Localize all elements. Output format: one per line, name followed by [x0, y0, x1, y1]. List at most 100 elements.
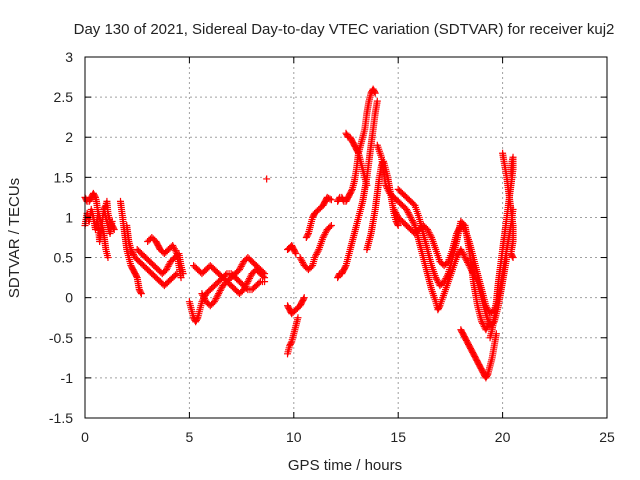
x-tick-label: 0: [81, 429, 89, 445]
data-point: [263, 175, 271, 183]
data-point: [392, 209, 400, 217]
data-point: [294, 314, 302, 322]
data-point: [236, 264, 244, 272]
data-point: [213, 293, 221, 301]
x-tick-label: 20: [495, 429, 511, 445]
data-point: [259, 268, 267, 276]
data-point: [410, 220, 418, 228]
data-point: [169, 242, 177, 250]
data-point: [460, 252, 468, 260]
data-point: [479, 319, 487, 327]
data-point: [394, 221, 402, 229]
data-point: [484, 321, 492, 329]
data-point: [170, 243, 178, 251]
data-point: [261, 270, 269, 278]
data-point: [137, 288, 145, 296]
x-tick-label: 25: [599, 429, 615, 445]
data-point: [217, 285, 225, 293]
series-arc-13: [284, 294, 308, 318]
x-tick-label: 15: [390, 429, 406, 445]
series-arc-23: [394, 185, 494, 334]
data-point: [312, 252, 320, 260]
data-point: [211, 296, 219, 304]
data-point: [408, 215, 416, 223]
data-point: [129, 250, 137, 258]
data-point: [443, 271, 451, 279]
chart-title: Day 130 of 2021, Sidereal Day-to-day VTE…: [74, 21, 615, 38]
data-point: [298, 257, 306, 265]
data-point: [198, 290, 206, 298]
data-point: [433, 275, 441, 283]
data-point: [442, 274, 450, 282]
data-point: [348, 187, 356, 195]
data-point: [177, 274, 185, 282]
data-point: [244, 278, 252, 286]
data-point: [384, 186, 392, 194]
grid-layer: [85, 57, 607, 418]
y-axis-title: SDTVAR / TECUs: [6, 178, 23, 298]
data-point: [482, 326, 490, 334]
data-point: [371, 89, 379, 97]
data-point: [172, 248, 180, 256]
data-point: [393, 210, 401, 218]
marks-layer: [81, 85, 517, 382]
series-arc-2: [81, 189, 112, 262]
data-point: [483, 371, 491, 379]
y-tick-label: 1.5: [54, 169, 74, 185]
series-arc-12: [284, 314, 302, 358]
series-arc-19: [342, 129, 371, 189]
y-tick-label: 2: [65, 129, 73, 145]
data-point: [403, 205, 411, 213]
y-tick-label: -1.5: [49, 410, 73, 426]
data-point: [245, 276, 253, 284]
data-point: [319, 234, 327, 241]
data-point: [382, 181, 390, 189]
data-point: [238, 261, 246, 269]
y-tick-label: 0: [65, 290, 73, 306]
data-point: [363, 181, 371, 189]
data-point: [292, 250, 300, 258]
data-point: [326, 223, 334, 231]
data-point: [212, 294, 220, 302]
data-point: [409, 218, 417, 226]
data-point: [241, 284, 249, 292]
plot-frame: [84, 56, 608, 419]
data-point: [459, 249, 467, 257]
data-point: [406, 212, 414, 220]
series-arc-11: [263, 175, 271, 183]
data-point: [215, 288, 223, 296]
series-arc-14: [284, 242, 300, 258]
data-point: [427, 232, 435, 240]
data-point: [304, 231, 312, 239]
data-point: [371, 88, 379, 96]
data-point: [199, 291, 207, 299]
data-point: [162, 266, 170, 274]
data-point: [110, 224, 118, 232]
data-point: [327, 221, 335, 229]
data-point: [354, 148, 362, 156]
data-point: [200, 294, 208, 302]
data-point: [327, 196, 335, 204]
data-point: [128, 247, 136, 255]
series-arc-18: [334, 85, 379, 205]
data-point: [405, 210, 413, 218]
data-point: [322, 229, 330, 237]
series-arc-17: [334, 97, 381, 282]
series-arc-16: [302, 193, 335, 241]
data-point: [91, 192, 99, 200]
data-point: [104, 254, 112, 262]
data-point: [404, 209, 412, 217]
data-point: [171, 246, 179, 254]
data-point: [216, 286, 224, 294]
data-point: [313, 249, 321, 257]
data-point: [214, 291, 222, 299]
data-point: [394, 220, 402, 228]
data-point: [133, 272, 141, 280]
data-point: [320, 232, 328, 240]
data-point: [300, 294, 308, 302]
data-point: [255, 279, 263, 287]
data-point: [297, 255, 305, 263]
data-point: [193, 315, 201, 323]
data-point: [383, 185, 391, 193]
